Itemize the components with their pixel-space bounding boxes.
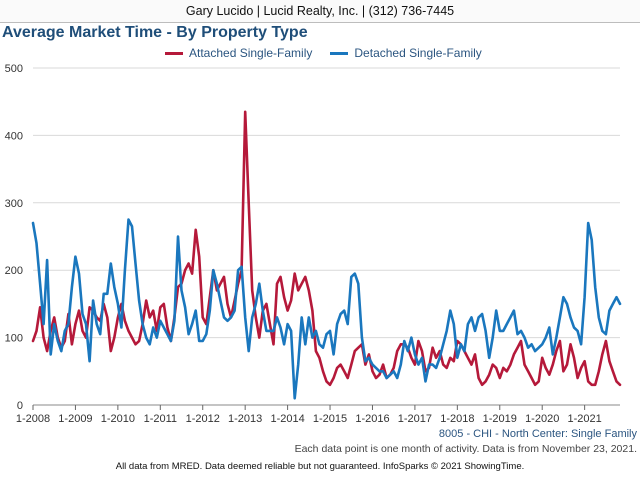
x-tick-label: 1-2014	[270, 413, 304, 425]
y-tick-label: 200	[5, 265, 23, 277]
x-tick-label: 1-2016	[355, 413, 389, 425]
legend-swatch-detached	[330, 51, 349, 55]
legend-item-detached: Detached Single-Family	[330, 46, 482, 60]
x-tick-label: 1-2010	[101, 413, 135, 425]
x-tick-label: 1-2008	[16, 413, 50, 425]
x-tick-label: 1-2015	[313, 413, 347, 425]
x-tick-label: 1-2019	[483, 413, 517, 425]
y-tick-label: 300	[5, 198, 23, 210]
legend-swatch-attached	[165, 51, 183, 55]
x-tick-label: 1-2009	[58, 413, 92, 425]
axis-layer: 0 100 200 300 400 500 1-2008 1-2009 1-2010 1-2011…	[5, 63, 602, 425]
y-tick-label: 0	[17, 400, 23, 412]
x-tick-label: 1-2017	[398, 413, 432, 425]
y-tick-label: 100	[5, 333, 23, 345]
x-tick-label: 1-2018	[440, 413, 474, 425]
legend-label-detached: Detached Single-Family	[354, 46, 482, 60]
y-tick-label: 400	[5, 130, 23, 142]
series-line-attached	[31, 110, 622, 387]
grid-layer	[33, 67, 620, 406]
area-footnote: 8005 - CHI - North Center: Single Family	[438, 428, 637, 440]
x-tick-label: 1-2012	[186, 413, 220, 425]
x-tick-label: 1-2020	[525, 413, 559, 425]
chart-legend: Attached Single-Family Detached Single-F…	[165, 46, 500, 60]
chart-title: Average Market Time - By Property Type	[2, 24, 308, 41]
disclaimer: All data from MRED. Data deemed reliable…	[115, 461, 525, 472]
series-line-detached	[31, 218, 622, 400]
legend-label-attached: Attached Single-Family	[189, 46, 313, 60]
series-layer	[31, 110, 622, 400]
x-tick-label: 1-2011	[144, 413, 177, 425]
x-tick-label: 1-2013	[228, 413, 262, 425]
x-tick-label: 1-2021	[568, 413, 602, 425]
agent-header: Gary Lucido | Lucid Realty, Inc. | (312)…	[0, 0, 640, 23]
y-tick-label: 500	[5, 63, 23, 75]
legend-item-attached: Attached Single-Family	[165, 46, 312, 60]
data-note: Each data point is one month of activity…	[294, 443, 637, 455]
